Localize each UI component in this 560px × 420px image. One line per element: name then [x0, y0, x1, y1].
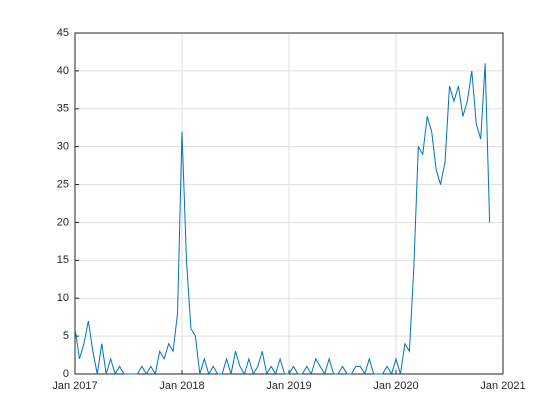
- y-tick-label: 20: [57, 216, 69, 228]
- y-tick-label: 30: [57, 141, 69, 153]
- x-tick-label: Jan 2021: [480, 380, 525, 392]
- x-tick-label: Jan 2020: [373, 380, 418, 392]
- y-tick-label: 25: [57, 178, 69, 190]
- x-tick-label: Jan 2018: [159, 380, 204, 392]
- x-tick-label: Jan 2017: [52, 380, 97, 392]
- y-tick-label: 45: [57, 27, 69, 39]
- y-tick-label: 0: [63, 368, 69, 380]
- y-tick-label: 5: [63, 330, 69, 342]
- y-tick-label: 35: [57, 103, 69, 115]
- y-tick-label: 15: [57, 254, 69, 266]
- y-tick-label: 10: [57, 292, 69, 304]
- y-tick-label: 40: [57, 65, 69, 77]
- x-tick-label: Jan 2019: [266, 380, 311, 392]
- data-line: [74, 63, 491, 376]
